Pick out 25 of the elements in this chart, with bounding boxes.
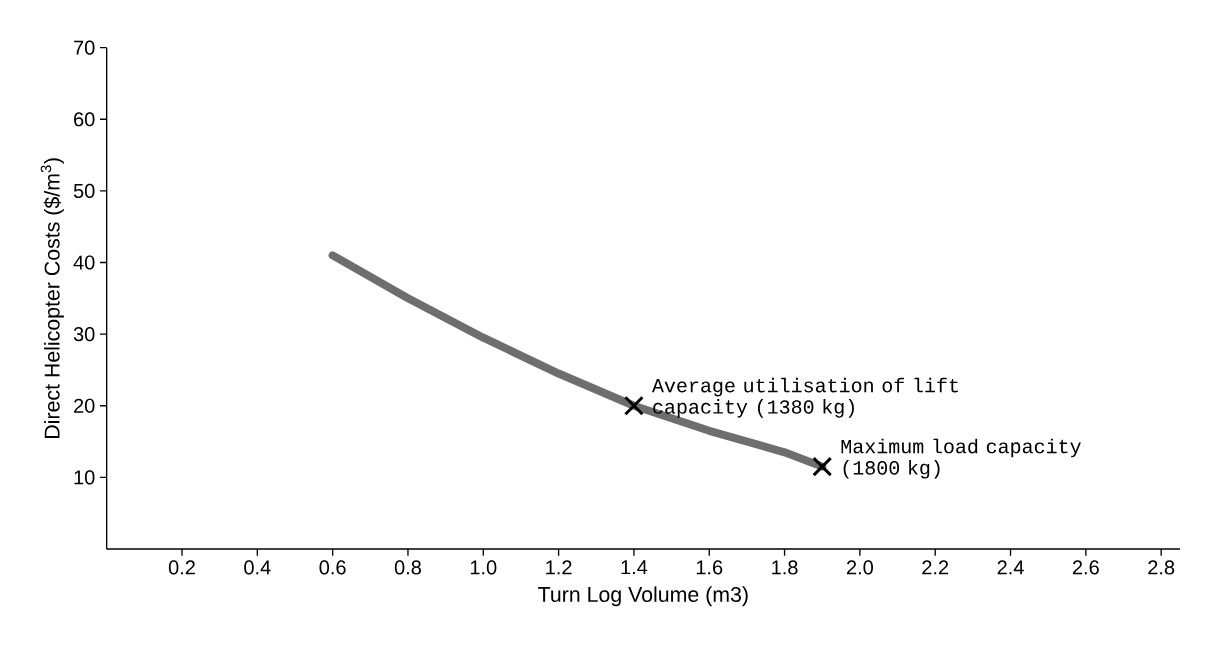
y-tick-label: 20 [74, 398, 95, 413]
x-tick-label: 2.6 [1072, 560, 1099, 575]
x-tick-label: 2.2 [922, 560, 949, 575]
x-tick-label: 0.8 [394, 560, 421, 575]
x-tick-label: 2.0 [846, 560, 873, 575]
x-axis-title: Turn Log Volume (m3) [538, 586, 748, 607]
x-tick-label: 2.4 [997, 560, 1024, 575]
y-tick-label: 30 [73, 327, 95, 342]
y-tick-label: 60 [74, 112, 95, 127]
x-tick-label: 1.4 [621, 560, 648, 575]
y-tick-label: 70 [74, 40, 95, 55]
x-tick-label: 1.6 [696, 560, 723, 575]
annotation: Maximum load capacity (1800 kg) [841, 438, 1081, 479]
annotation: Average utilisation of lift capacity (1380 kg) [651, 377, 958, 418]
x-tick-label: 1.8 [772, 560, 798, 575]
y-tick-label: 50 [73, 183, 95, 198]
x-tick-label: 1.2 [546, 560, 572, 575]
y-tick-label: 10 [74, 470, 95, 485]
x-tick-label: 0.2 [168, 560, 195, 575]
y-axis-title: Direct Helicopter Costs ($/m$^{3}$) [40, 158, 64, 438]
x-tick-label: 1.0 [470, 560, 497, 575]
y-tick-label: 40 [73, 255, 95, 270]
x-tick-label: 2.8 [1148, 560, 1175, 575]
x-tick-label: 0.6 [319, 560, 346, 575]
x-tick-label: 0.4 [244, 560, 271, 575]
